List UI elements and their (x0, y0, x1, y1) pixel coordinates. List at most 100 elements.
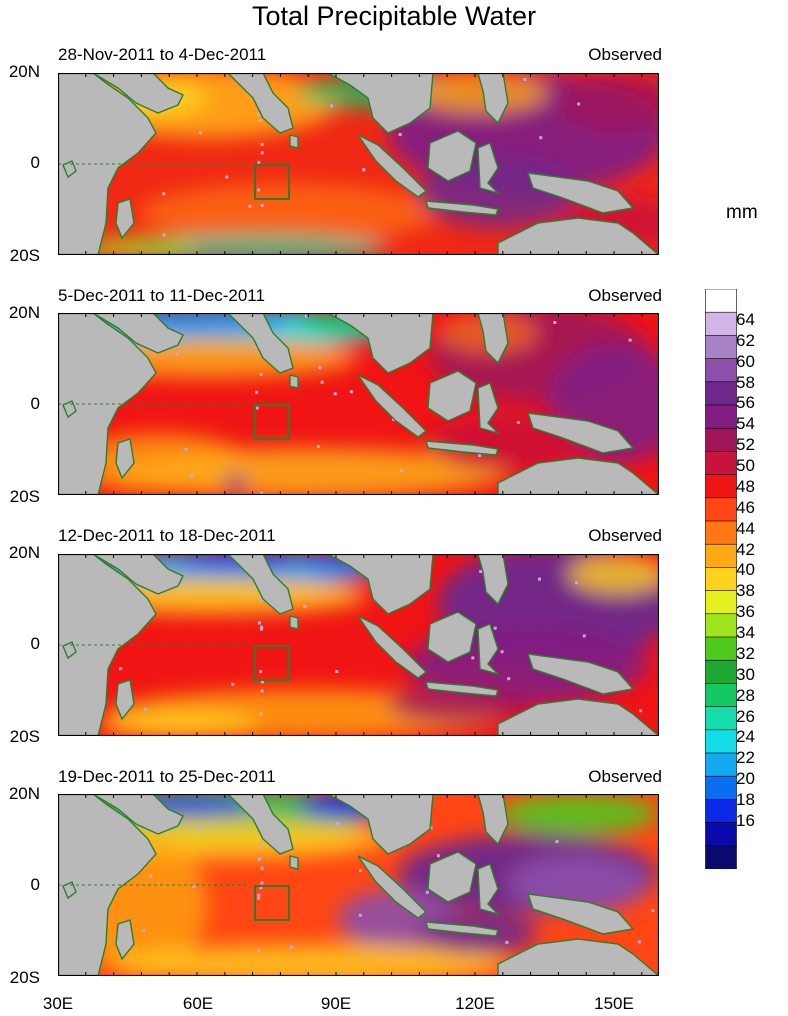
colorbar-swatch (705, 729, 737, 754)
panel-3-status: Observed (588, 526, 662, 545)
landmass (115, 438, 135, 480)
colorbar-swatch (705, 358, 737, 383)
colorbar-tick-60: 60 (736, 351, 755, 371)
missing-data-dot (255, 406, 259, 410)
colorbar-swatch (705, 474, 737, 499)
map-panel-4 (58, 794, 659, 976)
lat-label-eq: 0 (30, 394, 40, 413)
precip-field-blob (138, 183, 438, 243)
colorbar-swatch (705, 822, 737, 847)
landmass (425, 440, 499, 456)
missing-data-dot (192, 885, 196, 888)
missing-data-dot (259, 670, 263, 674)
missing-data-dot (304, 314, 308, 318)
colorbar-tick-48: 48 (736, 476, 755, 496)
colorbar-tick-52: 52 (736, 435, 755, 455)
missing-data-dot (175, 352, 179, 356)
missing-data-dot (651, 909, 655, 913)
precip-field-blob (108, 944, 508, 976)
colorbar-tick-56: 56 (736, 393, 755, 413)
precip-field-blob (568, 554, 659, 594)
precip-field-blob (224, 473, 248, 493)
missing-data-dot (479, 570, 483, 573)
missing-data-dot (257, 112, 260, 116)
colorbar-tick-46: 46 (736, 497, 755, 517)
lat-label-20n: 20N (8, 62, 40, 81)
landmass (357, 134, 428, 198)
lon-label-60e: 60E (182, 994, 214, 1013)
landmass (289, 374, 299, 389)
missing-data-dot (260, 627, 263, 631)
missing-data-dot (336, 821, 340, 825)
landmass (327, 313, 434, 374)
landmass (526, 653, 635, 695)
missing-data-dot (478, 454, 482, 457)
missing-data-dot (259, 712, 263, 716)
colorbar-tick-42: 42 (736, 539, 755, 559)
missing-data-dot (162, 192, 166, 196)
colorbar-tick-30: 30 (736, 664, 755, 684)
landmass (425, 681, 499, 697)
region-box (254, 164, 290, 200)
landmass (477, 313, 509, 365)
lon-label-90e: 90E (320, 994, 352, 1013)
missing-data-dot (258, 857, 261, 861)
lat-label-20s: 20S (9, 487, 40, 506)
colorbar-swatch (705, 427, 737, 453)
colorbar-tick-36: 36 (736, 602, 755, 622)
panel-2-period: 5-Dec-2011 to 11-Dec-2011 (58, 286, 265, 305)
colorbar-swatch (705, 659, 737, 685)
colorbar-tick-54: 54 (736, 414, 755, 434)
missing-data-dot (553, 321, 557, 324)
missing-data-dot (198, 826, 201, 830)
missing-data-dot (330, 104, 334, 108)
missing-data-dot (184, 448, 188, 451)
landmass (227, 313, 294, 374)
landmass (62, 641, 77, 660)
missing-data-dot (119, 667, 123, 671)
colorbar-swatch (705, 335, 737, 360)
panel-4-period: 19-Dec-2011 to 25-Dec-2011 (58, 767, 276, 786)
landmass (357, 374, 428, 438)
colorbar-tick-38: 38 (736, 581, 755, 601)
landmass (289, 134, 299, 149)
landmass (62, 400, 77, 419)
missing-data-dot (259, 372, 263, 376)
colorbar-swatch (705, 775, 737, 801)
missing-data-dot (471, 656, 475, 660)
landmass (62, 160, 77, 179)
precip-field-blob (408, 73, 548, 113)
lat-label-20s: 20S (9, 727, 40, 746)
landmass (497, 217, 659, 255)
lat-label-20n: 20N (8, 303, 40, 322)
missing-data-dot (575, 581, 579, 585)
colorbar-swatch (705, 799, 737, 824)
missing-data-dot (358, 913, 362, 917)
missing-data-dot (260, 881, 264, 885)
landmass (327, 794, 434, 855)
missing-data-dot (260, 151, 264, 155)
missing-data-dot (493, 626, 497, 630)
missing-data-dot (260, 491, 264, 495)
map-frame (58, 794, 659, 976)
colorbar-swatch (705, 497, 737, 522)
landmass (115, 919, 135, 961)
missing-data-dot (257, 160, 261, 164)
missing-data-dot (258, 844, 262, 847)
landmass (115, 679, 135, 721)
precip-field-blob (78, 238, 198, 255)
colorbar-tick-26: 26 (736, 706, 755, 726)
landmass (62, 881, 77, 900)
missing-data-dot (257, 896, 261, 900)
lat-label-eq: 0 (30, 875, 40, 894)
landmass (477, 142, 501, 195)
colorbar-swatch (705, 683, 737, 708)
lat-label-20s: 20S (9, 968, 40, 987)
landmass (477, 73, 509, 125)
missing-data-dot (316, 445, 320, 449)
missing-data-dot (538, 577, 541, 581)
landmass (91, 313, 184, 354)
missing-data-dot (335, 670, 339, 673)
colorbar-swatch (705, 845, 737, 869)
panel-3-period: 12-Dec-2011 to 18-Dec-2011 (58, 526, 276, 545)
